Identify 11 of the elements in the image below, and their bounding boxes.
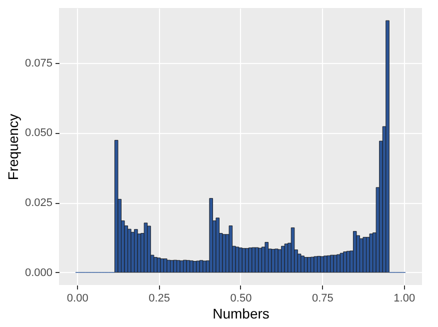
x-tick-label: 0.25 — [148, 292, 170, 304]
y-tick-label: 0.000 — [24, 266, 52, 279]
y-tick-label: 0.025 — [24, 197, 52, 210]
x-axis-title: Numbers — [212, 306, 270, 322]
y-tick-label: 0.075 — [24, 57, 52, 70]
x-tick-label: 1.00 — [394, 292, 416, 304]
x-tick-label: 0.00 — [66, 292, 88, 304]
y-tick-label: 0.050 — [24, 127, 52, 140]
x-tick-label: 0.75 — [312, 292, 334, 304]
x-tick-label: 0.50 — [230, 292, 252, 304]
y-axis-title: Frequency — [4, 114, 21, 180]
